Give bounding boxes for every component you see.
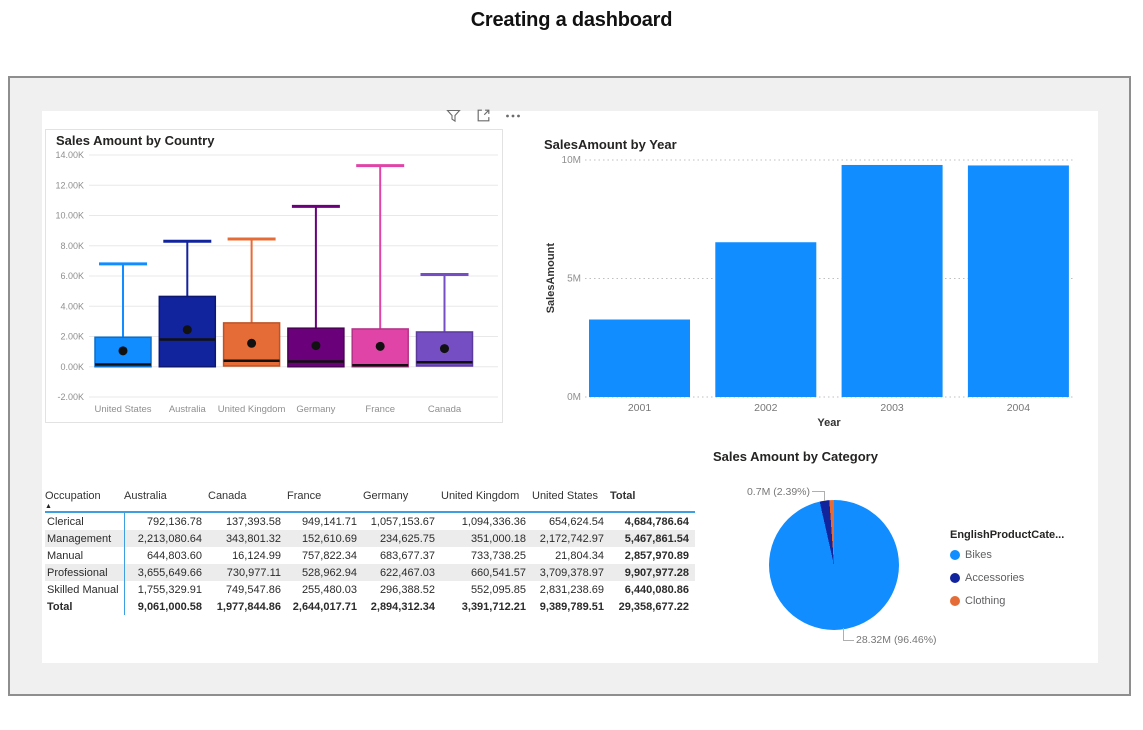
pie-label-accessories: 0.7M (2.39%) [746,486,810,498]
sort-ascending-icon: ▲ [45,503,52,510]
y-tick-label: 10M [562,155,581,166]
legend-label: Clothing [965,595,1006,607]
column-header-australia[interactable]: Australia [124,490,167,502]
table-row[interactable]: Professional 3,655,649.66 730,977.11 528,96… [45,564,695,581]
filter-icon[interactable] [445,108,462,124]
x-category-label: United Kingdom [218,404,286,415]
boxplot-chart[interactable]: 14.00K 12.00K 10.00K 8.00K 6.00K 4.00K 2.00K 0.… [46,130,502,422]
legend-dot [950,596,960,606]
x-category-label: Australia [169,404,207,415]
x-axis-title: Year [817,417,841,429]
y-tick-label: 12.00K [55,180,84,190]
report-canvas: Sales Amount by Country 14.00K 12.00K 10.0… [42,109,1100,663]
legend-item-bikes[interactable]: Bikes [950,549,1064,561]
y-tick-label: 8.00K [60,241,84,251]
legend-label: Bikes [965,549,992,561]
y-tick-label: 4.00K [60,301,84,311]
legend-item-clothing[interactable]: Clothing [950,595,1064,607]
column-header-united-kingdom[interactable]: United Kingdom [441,490,520,502]
more-options-icon[interactable] [505,108,521,124]
x-category-label: United States [94,404,151,415]
pie-chart[interactable] [769,500,899,630]
mean-dot [311,341,321,351]
column-header-germany[interactable]: Germany [363,490,409,502]
pie-label-connector [812,491,825,501]
column-header-canada[interactable]: Canada [208,490,247,502]
bar-2002[interactable] [715,242,817,397]
y-tick-label: 10.00K [55,211,84,221]
x-category-label: France [365,404,395,415]
table-row[interactable]: Clerical 792,136.78 137,393.58 949,141.71 1,… [45,512,695,530]
page-title: Creating a dashboard [470,9,673,31]
x-category-label: Canada [428,404,462,415]
barchart-title: SalesAmount by Year [544,137,677,152]
bar-2004[interactable] [967,165,1069,397]
boxplot-visual[interactable]: Sales Amount by Country 14.00K 12.00K 10.0… [45,129,503,423]
legend-label: Accessories [965,572,1025,584]
y-tick-label: 2.00K [60,332,84,342]
barchart-visual[interactable]: SalesAmount by Year 0M 5M 10M 2001 2002 2003 2… [540,131,1092,436]
box[interactable] [94,336,152,368]
focus-mode-icon[interactable] [475,107,492,124]
boxplot-title: Sales Amount by Country [56,133,215,148]
occupation-matrix[interactable]: Occupation ▲ Australia Canada France Germany U… [45,487,695,615]
mean-dot [440,344,449,354]
legend-dot [950,573,960,583]
dashboard-panel: Sales Amount by Country 14.00K 12.00K 10.0… [8,76,1131,696]
bar-chart[interactable]: 0M 5M 10M 2001 2002 2003 2004 [540,131,1092,436]
visual-header-toolbar [445,107,521,124]
y-tick-label: 6.00K [60,271,84,281]
x-tick-label: 2004 [1007,402,1031,414]
y-tick-label: 14.00K [55,150,84,160]
matrix-visual[interactable]: Occupation ▲ Australia Canada France Germany U… [45,487,695,615]
y-tick-label: 0.00K [60,362,84,372]
column-header-total[interactable]: Total [610,490,636,502]
table-row[interactable]: Management 2,213,080.64 343,801.32 152,610.… [45,530,695,547]
x-category-label: Germany [296,404,335,415]
y-axis-title: SalesAmount [545,243,557,314]
mean-dot [375,341,385,351]
pie-legend: EnglishProductCate... Bikes Accessories Cl… [950,529,1064,618]
legend-title: EnglishProductCate... [950,529,1065,541]
x-tick-label: 2001 [628,402,652,414]
legend-dot [950,550,960,560]
bar-2003[interactable] [841,164,943,397]
mean-dot [182,325,192,335]
mean-dot [118,346,128,356]
table-row[interactable]: Manual 644,803.60 16,124.99 757,822.34 683,6… [45,547,695,564]
table-row[interactable]: Total 9,061,000.58 1,977,844.86 2,644,017.7… [45,598,695,615]
column-header-france[interactable]: France [287,490,322,502]
bar-2001[interactable] [589,319,690,397]
y-tick-label: 0M [567,392,581,403]
pie-visual[interactable]: Sales Amount by Category 0.7M (2.39%) 28… [700,445,1100,663]
legend-item-accessories[interactable]: Accessories [950,572,1064,584]
y-tick-label: -2.00K [57,392,84,402]
table-row[interactable]: Skilled Manual 1,755,329.91 749,547.86 255,… [45,581,695,598]
pie-label-connector [843,628,854,641]
pie-title: Sales Amount by Category [713,449,878,464]
x-tick-label: 2003 [880,402,904,414]
x-tick-label: 2002 [754,402,778,414]
column-header-united-states[interactable]: United States [532,490,599,502]
mean-dot [247,338,257,348]
y-tick-label: 5M [567,274,581,285]
column-header-occupation[interactable]: Occupation ▲ [45,487,124,512]
pie-label-bikes: 28.32M (96.46%) [856,634,937,646]
